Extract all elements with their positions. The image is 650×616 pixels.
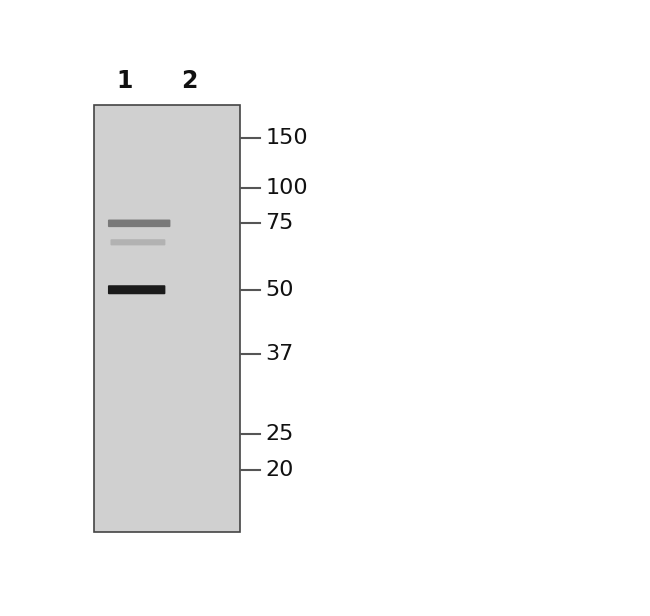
Text: 75: 75: [265, 213, 294, 233]
Bar: [94, 105, 240, 532]
Text: 37: 37: [265, 344, 293, 364]
Text: 25: 25: [265, 424, 294, 444]
Text: 2: 2: [181, 69, 198, 93]
Text: 150: 150: [265, 128, 307, 148]
FancyBboxPatch shape: [108, 285, 165, 294]
FancyBboxPatch shape: [108, 219, 170, 227]
Text: 100: 100: [265, 178, 307, 198]
Text: 20: 20: [265, 460, 294, 480]
Text: 50: 50: [265, 280, 294, 300]
FancyBboxPatch shape: [111, 239, 165, 245]
Text: 1: 1: [116, 69, 132, 93]
